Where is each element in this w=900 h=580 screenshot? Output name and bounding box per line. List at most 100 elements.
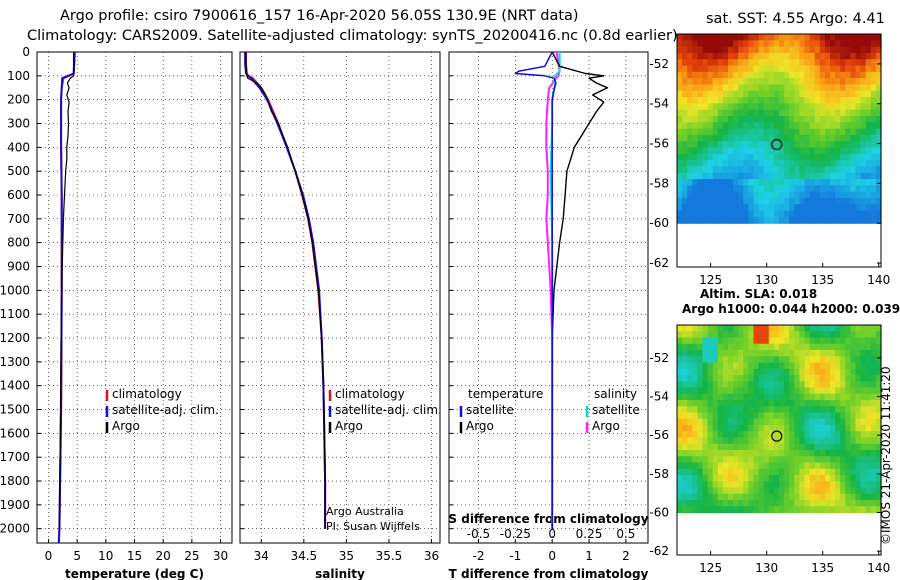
map-cell xyxy=(697,109,704,117)
map-cell xyxy=(773,185,780,193)
map-cell xyxy=(779,468,785,476)
map-cell xyxy=(779,109,785,117)
map-cell xyxy=(809,71,816,79)
map-cell xyxy=(819,374,826,382)
map-cell xyxy=(819,166,826,174)
map-cell xyxy=(830,456,836,464)
map-cell xyxy=(860,204,867,212)
map-cell xyxy=(738,350,744,357)
map-cell xyxy=(809,52,816,60)
map-cell xyxy=(814,179,821,186)
map-cell xyxy=(860,160,867,168)
map-cell xyxy=(733,468,739,476)
map-cell xyxy=(733,52,739,60)
map-cell xyxy=(743,468,749,476)
map-cell xyxy=(814,46,821,54)
map-cell xyxy=(875,387,882,395)
map-cell xyxy=(682,115,688,123)
map-cell xyxy=(697,84,704,92)
map-cell xyxy=(773,506,780,514)
map-cell xyxy=(809,90,816,98)
map-cell xyxy=(753,487,760,495)
map-cell xyxy=(773,412,780,420)
map-cell xyxy=(814,350,821,357)
map-cell xyxy=(717,412,724,420)
map-cell xyxy=(809,147,816,155)
map-cell xyxy=(850,153,857,161)
x-tick-label: 1 xyxy=(585,549,593,563)
map-cell xyxy=(860,46,867,54)
map-cell xyxy=(768,52,775,60)
map-cell xyxy=(682,78,688,86)
map-cell xyxy=(722,462,729,470)
map-cell xyxy=(743,449,749,457)
map-cell xyxy=(865,147,872,155)
s-axis-label: S difference from climatology xyxy=(448,512,648,526)
map-cell xyxy=(850,90,857,98)
map-cell xyxy=(733,443,739,451)
map-cell xyxy=(794,406,800,414)
map-cell xyxy=(870,406,877,414)
map-cell xyxy=(743,356,749,364)
map-cell xyxy=(738,487,744,495)
map-cell xyxy=(682,109,688,117)
map-cell xyxy=(824,71,831,79)
map-cell xyxy=(875,474,882,482)
legend-label: satellite xyxy=(466,403,514,417)
map-cell xyxy=(733,406,739,414)
map-cell xyxy=(799,65,806,73)
map-cell xyxy=(789,493,795,501)
map-cell xyxy=(773,374,780,382)
map-cell xyxy=(855,115,862,123)
map-cell xyxy=(850,115,857,123)
map-cell xyxy=(753,325,760,332)
map-cell xyxy=(707,115,714,123)
map-cell xyxy=(794,134,800,142)
map-cell xyxy=(870,204,877,212)
map-cell xyxy=(840,59,846,67)
map-cell xyxy=(702,499,709,507)
map-cell xyxy=(789,46,795,54)
map-cell xyxy=(717,362,724,370)
map-cell xyxy=(753,40,760,48)
map-cell xyxy=(722,399,729,407)
map-cell xyxy=(835,84,841,92)
map-cell xyxy=(748,197,755,205)
map-cell xyxy=(860,185,867,193)
map-cell xyxy=(830,185,836,193)
map-cell xyxy=(702,381,709,389)
map-cell xyxy=(870,412,877,420)
map-cell xyxy=(773,109,780,117)
map-cell xyxy=(712,487,719,495)
map-cell xyxy=(687,331,693,339)
map-cell xyxy=(743,399,749,407)
map-cell xyxy=(707,456,714,464)
map-cell xyxy=(758,90,765,98)
map-cell xyxy=(758,406,765,414)
map-cell xyxy=(835,499,841,507)
map-cell xyxy=(865,97,872,104)
map-cell xyxy=(768,381,775,389)
map-cell xyxy=(773,343,780,351)
map-cell xyxy=(728,172,734,180)
map-cell xyxy=(743,443,749,451)
map-cell xyxy=(748,337,755,345)
map-cell xyxy=(707,481,714,489)
map-cell xyxy=(850,424,857,432)
map-cell xyxy=(712,90,719,98)
map-cell xyxy=(707,374,714,382)
map-cell xyxy=(687,90,693,98)
map-cell xyxy=(748,52,755,60)
map-cell xyxy=(809,474,816,482)
map-cell xyxy=(835,462,841,470)
map-cell xyxy=(840,40,846,48)
map-cell xyxy=(702,59,709,67)
map-cell xyxy=(677,172,683,180)
map-cell xyxy=(738,418,744,426)
map-cell xyxy=(758,449,765,457)
map-cell xyxy=(743,412,749,420)
map-cell xyxy=(875,337,882,345)
map-cell xyxy=(733,393,739,401)
map-cell xyxy=(784,481,790,489)
map-cell xyxy=(799,59,806,67)
